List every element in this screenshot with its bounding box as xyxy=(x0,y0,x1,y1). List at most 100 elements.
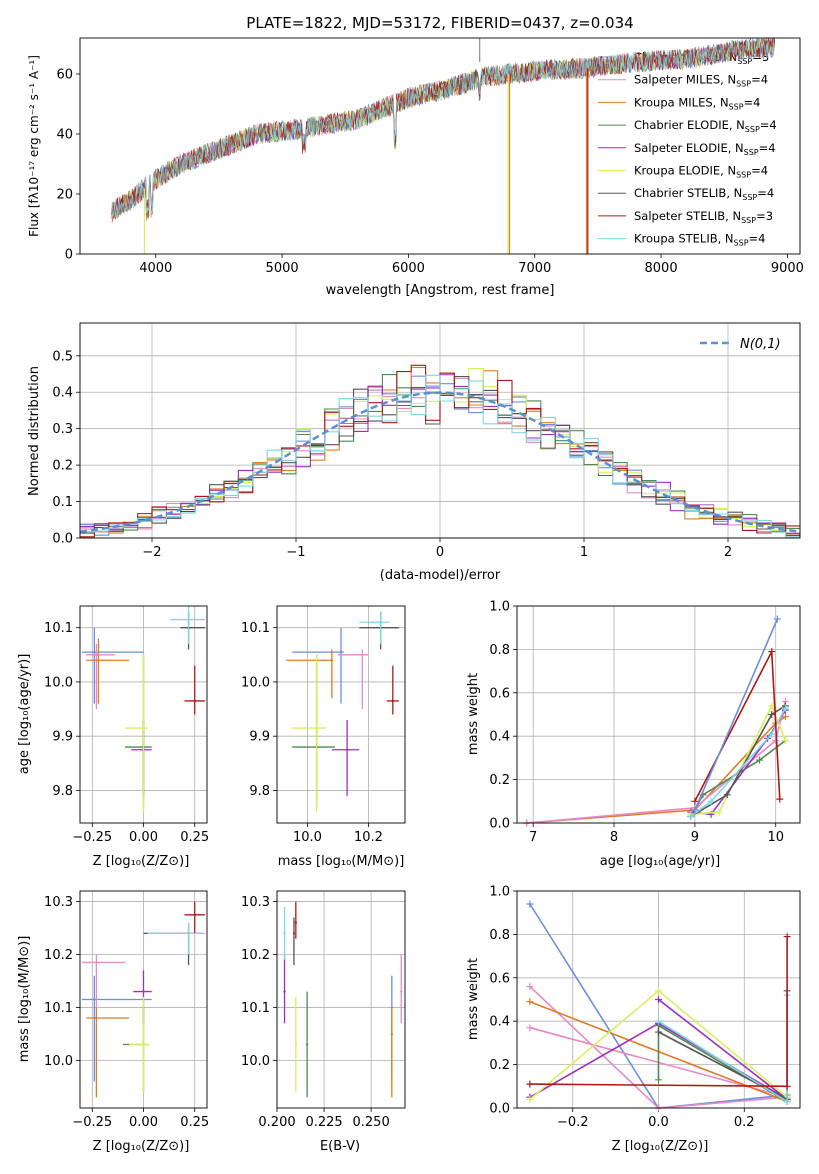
histogram-frame xyxy=(79,322,801,539)
age-vs-mass-xtick-label: 10.0 xyxy=(293,830,322,845)
spectrum-xtick-label: 9000 xyxy=(771,261,804,276)
weight-vs-z-ytick-label: 0.2 xyxy=(489,1058,510,1073)
weight-vs-z-marker xyxy=(526,1095,534,1103)
weight-vs-z-marker xyxy=(655,996,662,1003)
weight-vs-age-series xyxy=(690,703,787,816)
weight-vs-z-marker xyxy=(783,1097,791,1105)
spectrum-xlabel: wavelength [Angstrom, rest frame] xyxy=(326,283,555,298)
age-vs-mass-ytick-label: 10.0 xyxy=(241,675,270,690)
weight-vs-age-marker xyxy=(768,711,776,718)
weight-vs-age-xtick-label: 8 xyxy=(610,830,618,845)
weight-vs-z-marker xyxy=(526,1024,534,1032)
mass-vs-z-point xyxy=(142,1043,145,1046)
mass-vs-z-ytick-label: 10.3 xyxy=(44,895,73,910)
age-vs-mass-point xyxy=(330,659,334,662)
age-vs-z-point xyxy=(187,618,190,621)
age-vs-z-point xyxy=(93,650,96,654)
histogram-ytick-label: 0.1 xyxy=(52,495,73,510)
weight-vs-z-marker xyxy=(783,1082,791,1090)
spectrum-ylabel: Flux [fλ10⁻¹⁷ erg cm⁻² s⁻¹ A⁻¹] xyxy=(27,55,41,237)
weight-vs-z-marker xyxy=(526,998,534,1006)
weight-vs-age-ytick-label: 0.0 xyxy=(489,817,510,832)
mass-vs-z-ytick-label: 10.0 xyxy=(44,1054,73,1069)
residual-histogram-panel: (data-model)/error Normed distribution N… xyxy=(27,337,781,583)
age-vs-mass-frame xyxy=(276,605,406,824)
weight-vs-z-xtick-label: 0.0 xyxy=(648,1115,669,1130)
small-panels: age [log₁₀(age/yr)] Z [log₁₀(Z/Z⊙)] mass… xyxy=(17,654,720,1154)
weight-vs-age-marker xyxy=(687,812,695,820)
mass-vs-ebv-point xyxy=(390,1032,394,1036)
mass-vs-ebv-ytick-label: 10.2 xyxy=(241,948,270,963)
age-vs-z-xtick-label: −0.25 xyxy=(72,830,112,845)
mass-vs-z-xlabel: Z [log₁₀(Z/Z⊙)] xyxy=(93,1139,190,1154)
histogram-ylabel: Normed distribution xyxy=(27,366,42,496)
weight-vs-age-series xyxy=(694,618,779,811)
weight-vs-z-marker xyxy=(655,1028,662,1036)
weight-vs-age-marker xyxy=(723,791,731,799)
weight-vs-z-ytick-label: 0.0 xyxy=(489,1102,510,1117)
histogram-series xyxy=(80,374,800,538)
age-vs-z-ytick-label: 9.8 xyxy=(52,784,73,799)
spectrum-lines xyxy=(111,38,775,254)
weight-vs-age-marker xyxy=(691,806,699,814)
weight-vs-z-xtick-label: −0.2 xyxy=(557,1115,589,1130)
age-vs-mass-point xyxy=(391,699,395,703)
age-vs-z-ytick-label: 9.9 xyxy=(52,730,73,745)
spectrum-ytick-label: 0 xyxy=(65,248,73,263)
weight-vs-age-ytick-label: 0.2 xyxy=(489,773,510,788)
weight-vs-z-ytick-label: 0.6 xyxy=(489,971,510,986)
weight-vs-age-ytick-label: 0.4 xyxy=(489,730,510,745)
mass-vs-ebv-point xyxy=(294,1043,298,1046)
age-vs-mass-xtick-label: 10.2 xyxy=(354,830,383,845)
age-vs-mass-ytick-label: 9.9 xyxy=(249,730,270,745)
mass-vs-ebv-point xyxy=(283,990,286,993)
spectrum-frame xyxy=(79,37,801,255)
spectrum-legend-label: Chabrier STELIB, NSSP=4 xyxy=(634,186,774,202)
age-vs-mass-ytick-label: 10.1 xyxy=(241,621,270,636)
normal-curve xyxy=(79,391,801,533)
spectrum-legend-label: Salpeter ELODIE, NSSP=4 xyxy=(634,141,776,157)
weight-vs-z-marker xyxy=(526,1080,534,1088)
weight-vs-age-ytick-label: 0.6 xyxy=(489,686,510,701)
weight-vs-age-frame xyxy=(516,605,801,824)
age-vs-z-point xyxy=(95,653,98,657)
weight-vs-age-marker xyxy=(756,756,764,764)
age-vs-mass-point xyxy=(361,653,364,657)
spectrum-ytick-label: 60 xyxy=(56,68,73,83)
weight-vs-z-ytick-label: 0.8 xyxy=(489,928,510,943)
histogram-xtick-label: 1 xyxy=(580,545,588,560)
weight-vs-z-marker xyxy=(655,1017,662,1025)
spectrum-title: PLATE=1822, MJD=53172, FIBERID=0437, z=0… xyxy=(246,14,633,32)
normal-legend-label: N(0,1) xyxy=(740,337,781,352)
mass-vs-ebv-point xyxy=(400,990,403,993)
spectrum-line xyxy=(111,38,775,223)
weight-vs-age-marker xyxy=(776,795,784,803)
weight-vs-age-marker xyxy=(781,713,789,721)
spectrum-legend-label: Salpeter STELIB, NSSP=3 xyxy=(634,209,773,225)
histogram-ytick-label: 0.0 xyxy=(52,532,73,547)
histogram-xtick-label: 2 xyxy=(724,545,732,560)
age-vs-mass-point xyxy=(345,748,349,751)
mass-vs-ebv-point xyxy=(283,932,286,935)
weight-vs-age-marker xyxy=(715,808,723,816)
histogram-xtick-label: 0 xyxy=(436,545,444,560)
histogram-ytick-label: 0.4 xyxy=(52,386,73,401)
spectrum-xtick-label: 6000 xyxy=(392,261,425,276)
mass-vs-z-ytick-label: 10.1 xyxy=(44,1001,73,1016)
histogram-ytick-label: 0.3 xyxy=(52,422,73,437)
age-vs-z-frame xyxy=(79,605,208,824)
age-vs-z-ylabel: age [log₁₀(age/yr)] xyxy=(17,654,32,775)
age-vs-mass-ytick-label: 9.8 xyxy=(249,784,270,799)
mass-vs-z-xtick-label: 0.25 xyxy=(180,1115,209,1130)
age-vs-mass-point xyxy=(315,726,318,730)
weight-vs-age-xlabel: age [log₁₀(age/yr)] xyxy=(600,854,721,869)
plot-areas: 4000 5000 6000 7000 8000 9000 0 20 40 60 −2 −1 0 1 2 0.… xyxy=(44,37,804,1130)
mass-vs-z-ylabel: mass [log₁₀(M/M⊙)] xyxy=(17,936,32,1063)
weight-vs-z-ytick-label: 0.4 xyxy=(489,1015,510,1030)
histogram-legend: N(0,1) xyxy=(700,337,781,352)
weight-vs-z-marker xyxy=(655,987,662,995)
mass-vs-ebv-frame xyxy=(276,890,406,1109)
spectrum-ytick-label: 40 xyxy=(56,128,73,143)
weight-vs-age-series xyxy=(690,705,786,818)
